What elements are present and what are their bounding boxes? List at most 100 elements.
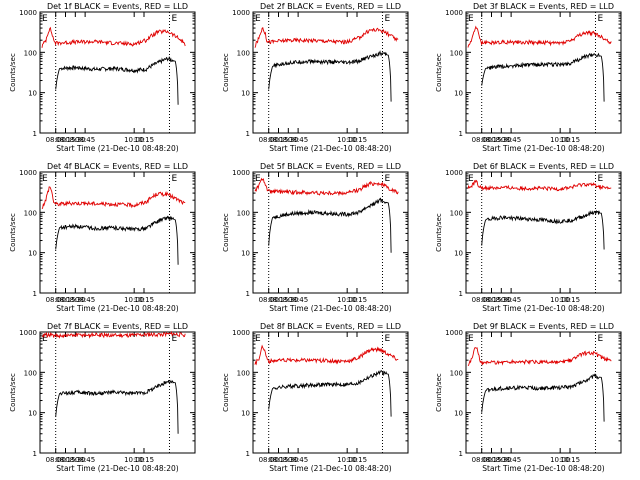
plot-frame — [252, 11, 409, 134]
events-series-line — [481, 52, 605, 102]
x-tick-label: 08:15 — [268, 296, 288, 304]
y-tick-label: 1 — [33, 450, 37, 458]
y-tick-label: 10 — [454, 90, 463, 98]
x-tick-label: 08:15 — [55, 456, 75, 464]
lld-series-line — [41, 26, 186, 48]
detector-panel: Det 4f BLACK = Events, RED = LLD 1 10 100 10… — [9, 162, 196, 313]
x-tick-label: 08:00 — [259, 296, 279, 304]
x-tick-label: 08:15 — [268, 136, 288, 144]
y-tick-label: 100 — [450, 369, 463, 377]
marker-label: E — [597, 334, 603, 344]
panel-title: Det 6f BLACK = Events, RED = LLD — [473, 162, 614, 171]
plot-frame — [252, 171, 409, 294]
x-axis-label: Start Time (21-Dec-10 08:48:20) — [482, 144, 604, 153]
detector-panel: Det 8f BLACK = Events, RED = LLD 1 10 100 10… — [222, 322, 409, 473]
y-tick-label: 1000 — [232, 329, 250, 337]
y-tick-label: 100 — [450, 49, 463, 57]
x-tick-label: 08:15 — [55, 296, 75, 304]
x-tick-label: 08:45 — [501, 136, 521, 144]
x-axis-label: Start Time (21-Dec-10 08:48:20) — [269, 464, 391, 473]
x-tick-label: 10:00 — [337, 456, 357, 464]
events-series-line — [268, 197, 392, 253]
y-tick-label: 1 — [33, 130, 37, 138]
x-tick-label: 10:00 — [337, 296, 357, 304]
panel-title: Det 4f BLACK = Events, RED = LLD — [47, 162, 188, 171]
panel-title: Det 3f BLACK = Events, RED = LLD — [473, 2, 614, 11]
y-tick-label: 1000 — [19, 169, 37, 177]
x-axis-label: Start Time (21-Dec-10 08:48:20) — [482, 464, 604, 473]
events-series-line — [481, 209, 605, 250]
y-tick-label: 10 — [28, 250, 37, 258]
marker-label: E — [384, 14, 390, 24]
marker-label: E — [255, 14, 261, 24]
x-tick-label: 10:00 — [550, 136, 570, 144]
plot-frame — [39, 171, 196, 294]
y-tick-label: 1000 — [232, 169, 250, 177]
plot-frame — [465, 171, 622, 294]
marker-label: E — [171, 334, 177, 344]
marker-label: E — [597, 14, 603, 24]
x-tick-label: 08:15 — [55, 136, 75, 144]
marker-label: E — [42, 334, 48, 344]
y-axis-label: Counts/sec — [435, 373, 443, 412]
x-tick-label: 08:30 — [491, 296, 511, 304]
x-tick-label: 10:00 — [124, 456, 144, 464]
lld-series-line — [254, 177, 399, 197]
lld-series-line — [467, 179, 612, 192]
lld-series-line — [467, 25, 612, 48]
detector-panel: Det 3f BLACK = Events, RED = LLD 1 10 100 10… — [435, 2, 622, 153]
panel-title: Det 2f BLACK = Events, RED = LLD — [260, 2, 401, 11]
x-tick-label: 10:15 — [347, 456, 367, 464]
marker-label: E — [384, 174, 390, 184]
x-tick-label: 08:00 — [259, 136, 279, 144]
y-tick-label: 1 — [459, 450, 463, 458]
plot-frame — [465, 331, 622, 454]
x-tick-label: 10:00 — [124, 136, 144, 144]
x-axis-label: Start Time (21-Dec-10 08:48:20) — [482, 304, 604, 313]
y-tick-label: 10 — [454, 410, 463, 418]
y-axis-label: Counts/sec — [9, 53, 17, 92]
x-tick-label: 08:45 — [75, 136, 95, 144]
marker-label: E — [468, 334, 474, 344]
x-tick-label: 08:00 — [46, 456, 66, 464]
lld-series-line — [41, 330, 186, 339]
panel-title: Det 8f BLACK = Events, RED = LLD — [260, 322, 401, 331]
detector-panel: Det 5f BLACK = Events, RED = LLD 1 10 100 10… — [222, 162, 409, 313]
events-series-line — [55, 379, 179, 434]
x-tick-label: 08:30 — [278, 136, 298, 144]
x-tick-label: 08:15 — [481, 456, 501, 464]
detector-panel: Det 6f BLACK = Events, RED = LLD 1 10 100 10… — [435, 162, 622, 313]
events-series-line — [481, 373, 605, 422]
detector-panel: Det 7f BLACK = Events, RED = LLD 1 10 100 10… — [9, 322, 196, 473]
y-axis-label: Counts/sec — [9, 213, 17, 252]
panel-title: Det 9f BLACK = Events, RED = LLD — [473, 322, 614, 331]
y-tick-label: 100 — [237, 49, 250, 57]
x-tick-label: 08:00 — [472, 296, 492, 304]
x-tick-label: 08:45 — [288, 136, 308, 144]
detector-panel: Det 2f BLACK = Events, RED = LLD 1 10 100 10… — [222, 2, 409, 153]
marker-label: E — [255, 334, 261, 344]
x-tick-label: 10:15 — [560, 456, 580, 464]
panel-title: Det 7f BLACK = Events, RED = LLD — [47, 322, 188, 331]
x-tick-label: 08:30 — [65, 296, 85, 304]
x-tick-label: 10:00 — [337, 136, 357, 144]
x-tick-label: 08:30 — [491, 136, 511, 144]
x-tick-label: 10:15 — [560, 136, 580, 144]
y-tick-label: 1000 — [19, 9, 37, 17]
y-axis-label: Counts/sec — [222, 213, 230, 252]
x-tick-label: 10:15 — [347, 296, 367, 304]
detector-panel: Det 9f BLACK = Events, RED = LLD 1 10 100 10… — [435, 322, 622, 473]
x-tick-label: 08:30 — [278, 456, 298, 464]
marker-label: E — [171, 14, 177, 24]
x-tick-label: 08:45 — [501, 456, 521, 464]
x-tick-label: 08:45 — [75, 456, 95, 464]
y-tick-label: 100 — [237, 209, 250, 217]
x-tick-label: 08:30 — [65, 136, 85, 144]
events-series-line — [55, 215, 179, 265]
plot-frame — [252, 331, 409, 454]
x-tick-label: 08:45 — [501, 296, 521, 304]
events-series-line — [268, 50, 392, 102]
x-tick-label: 10:15 — [347, 136, 367, 144]
x-tick-label: 08:00 — [259, 456, 279, 464]
y-tick-label: 10 — [454, 250, 463, 258]
